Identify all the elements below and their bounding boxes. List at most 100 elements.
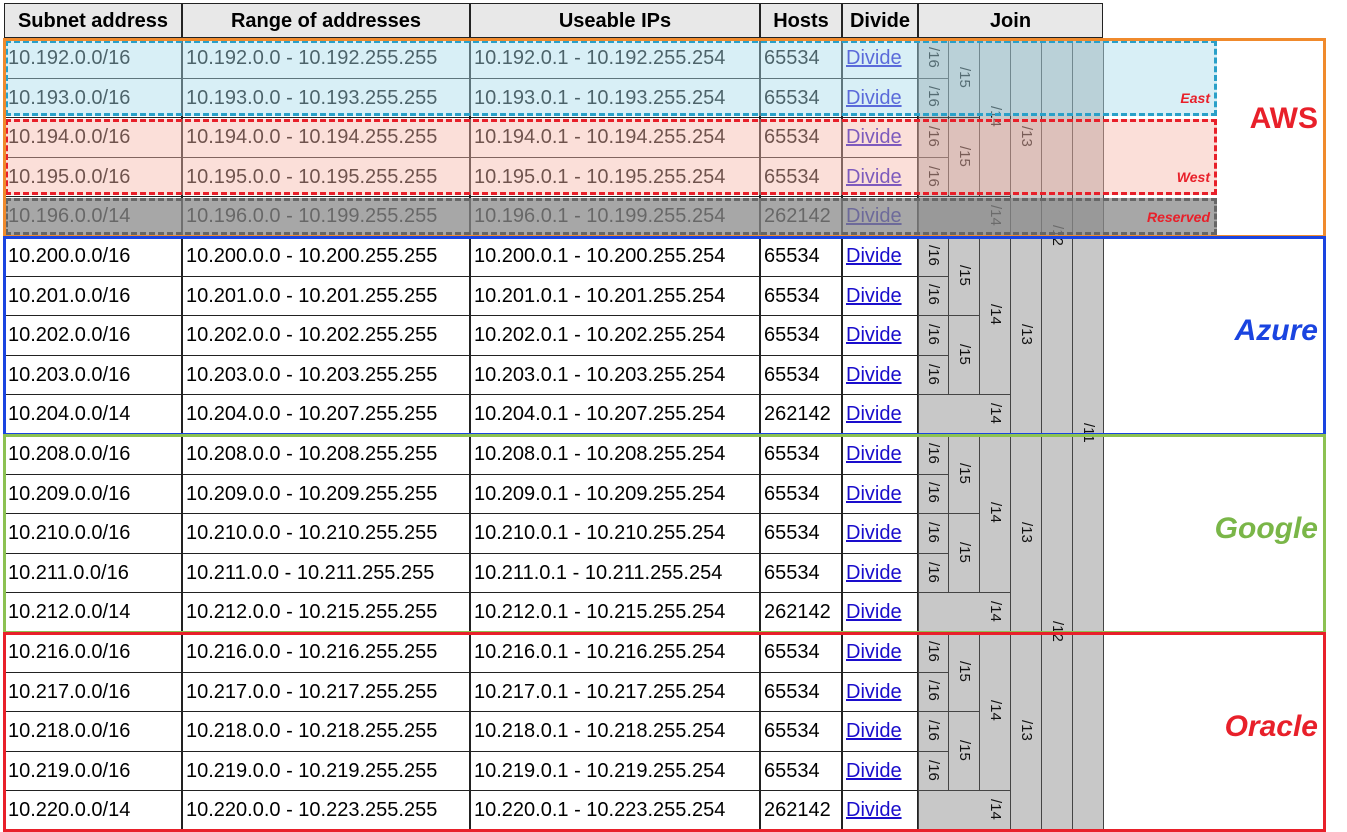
divide-cell: Divide [842,513,918,554]
join-14[interactable] [918,394,1011,435]
divide-link[interactable]: Divide [846,245,902,267]
cell-subnet: 10.209.0.0/16 [4,473,182,515]
divide-link[interactable]: Divide [846,165,902,188]
divide-link[interactable]: Divide [846,720,902,743]
divide-link[interactable]: Divide [846,522,902,545]
join-13[interactable] [1010,632,1042,831]
join-label: /16 [925,561,942,583]
cell-range: 10.200.0.0 - 10.200.255.255 [182,236,470,277]
cell-useable: 10.212.0.1 - 10.215.255.254 [470,592,760,633]
join-label: /14 [987,106,1004,128]
join-label: /15 [956,145,973,167]
cell-range: 10.219.0.0 - 10.219.255.255 [182,750,470,792]
join-13[interactable] [1010,434,1042,633]
divide-link[interactable]: Divide [846,759,902,782]
divide-cell: Divide [842,592,918,633]
divide-link[interactable]: Divide [846,324,902,347]
divide-link[interactable]: Divide [846,799,902,822]
join-label: /16 [925,284,942,306]
join-label: /15 [956,343,973,365]
join-label: /14 [987,304,1004,326]
cell-subnet: 10.200.0.0/16 [4,236,182,277]
divide-link[interactable]: Divide [846,680,902,703]
divide-link[interactable]: Divide [846,205,902,228]
cell-useable: 10.195.0.1 - 10.195.255.254 [470,156,760,198]
divide-link[interactable]: Divide [846,47,902,69]
cell-hosts: 262142 [760,592,842,633]
divide-link[interactable]: Divide [846,363,902,386]
group-google-label: Google [1214,512,1318,545]
divide-cell: Divide [842,711,918,752]
cell-hosts: 65534 [760,750,842,792]
cell-hosts: 65534 [760,315,842,356]
cell-hosts: 65534 [760,632,842,673]
join-label: /13 [1018,522,1035,543]
join-14[interactable] [918,790,1011,831]
cell-hosts: 262142 [760,790,842,831]
divide-link[interactable]: Divide [846,443,902,465]
join-16[interactable] [918,434,949,475]
cell-range: 10.195.0.0 - 10.195.255.255 [182,156,470,198]
cell-hosts: 65534 [760,236,842,277]
cell-hosts: 65534 [760,156,842,198]
divide-link[interactable]: Divide [846,86,902,109]
cell-range: 10.217.0.0 - 10.217.255.255 [182,671,470,713]
join-14[interactable] [979,632,1011,792]
join-16[interactable] [918,236,949,277]
cell-range: 10.204.0.0 - 10.207.255.255 [182,394,470,435]
cell-subnet: 10.208.0.0/16 [4,434,182,475]
divide-link[interactable]: Divide [846,482,902,505]
divide-cell: Divide [842,275,918,317]
cell-hosts: 262142 [760,394,842,435]
join-16[interactable] [918,315,949,356]
cell-hosts: 65534 [760,552,842,594]
cell-subnet: 10.218.0.0/16 [4,711,182,752]
join-16[interactable] [918,632,949,673]
cell-subnet: 10.210.0.0/16 [4,513,182,554]
join-label: /14 [987,502,1004,524]
join-14[interactable] [979,434,1011,594]
divide-link[interactable]: Divide [846,126,902,149]
join-16[interactable] [918,77,949,119]
cell-useable: 10.203.0.1 - 10.203.255.254 [470,354,760,396]
divide-link[interactable]: Divide [846,601,902,624]
cell-useable: 10.201.0.1 - 10.201.255.254 [470,275,760,317]
join-label: /16 [925,759,942,781]
divide-cell: Divide [842,632,918,673]
cell-range: 10.203.0.0 - 10.203.255.255 [182,354,470,396]
cell-useable: 10.194.0.1 - 10.194.255.254 [470,117,760,158]
join-14[interactable] [979,38,1011,198]
divide-cell: Divide [842,790,918,831]
join-15[interactable] [948,38,980,119]
divide-cell: Divide [842,315,918,356]
cell-hosts: 65534 [760,354,842,396]
cell-range: 10.212.0.0 - 10.215.255.255 [182,592,470,633]
join-label: /14 [987,700,1004,722]
cell-useable: 10.209.0.1 - 10.209.255.254 [470,473,760,515]
cell-subnet: 10.201.0.0/16 [4,275,182,317]
cell-useable: 10.210.0.1 - 10.210.255.254 [470,513,760,554]
cell-subnet: 10.193.0.0/16 [4,77,182,119]
divide-link[interactable]: Divide [846,403,902,426]
cell-range: 10.210.0.0 - 10.210.255.255 [182,513,470,554]
join-15[interactable] [948,434,980,515]
join-16[interactable] [918,473,949,515]
group-aws-label: AWS [1249,102,1318,135]
divide-link[interactable]: Divide [846,284,902,307]
divide-cell: Divide [842,236,918,277]
divide-cell: Divide [842,552,918,594]
cell-hosts: 65534 [760,275,842,317]
header-useable-ips: Useable IPs [470,3,760,38]
join-label: /14 [987,799,1004,821]
header-subnet-address: Subnet address [4,3,182,38]
divide-cell: Divide [842,38,918,79]
divide-cell: Divide [842,117,918,158]
cell-range: 10.208.0.0 - 10.208.255.255 [182,434,470,475]
cell-subnet: 10.194.0.0/16 [4,117,182,158]
cell-useable: 10.204.0.1 - 10.207.255.254 [470,394,760,435]
cell-range: 10.216.0.0 - 10.216.255.255 [182,632,470,673]
divide-link[interactable]: Divide [846,641,902,663]
divide-link[interactable]: Divide [846,561,902,584]
divide-cell: Divide [842,354,918,396]
